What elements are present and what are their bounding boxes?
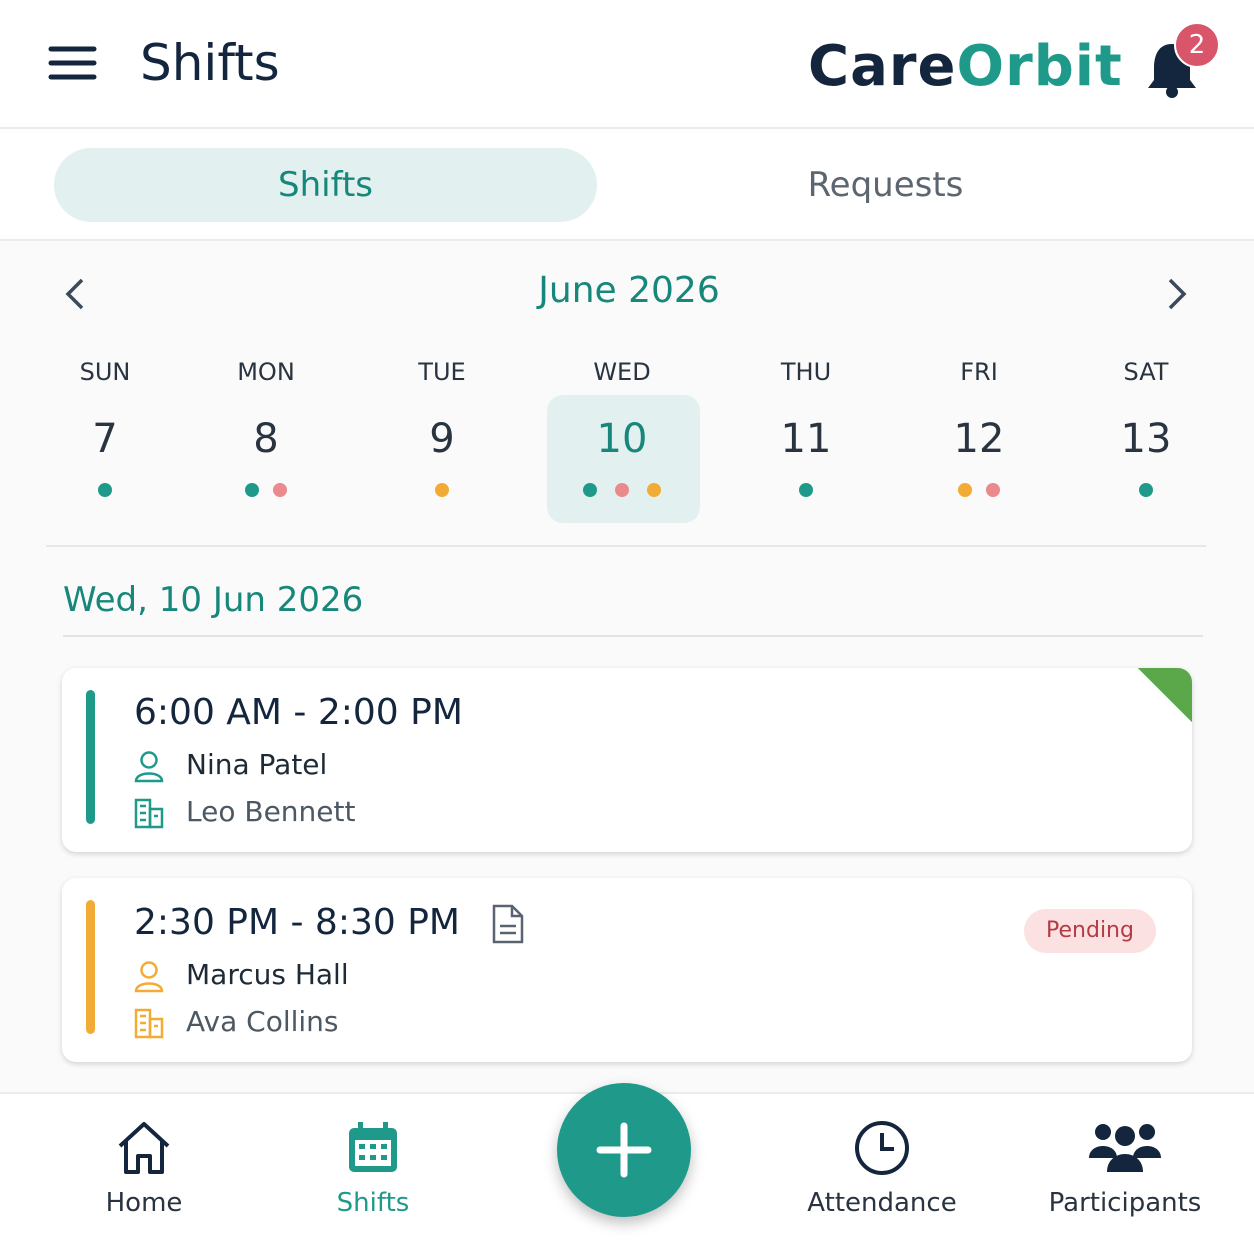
note-icon — [490, 902, 526, 950]
person-icon — [132, 749, 166, 787]
day-number[interactable]: 7 — [92, 416, 118, 462]
day-number[interactable]: 13 — [1120, 416, 1172, 462]
month-label: June 2026 — [538, 270, 720, 311]
divider — [63, 635, 1203, 637]
prev-month[interactable] — [62, 276, 92, 312]
event-dot — [799, 483, 813, 497]
shift-card[interactable]: 2:30 PM - 8:30 PM Pending Marcus Hall Ava C… — [62, 878, 1192, 1062]
participant-name: Ava Collins — [186, 1005, 339, 1038]
status-badge: Pending — [1024, 909, 1156, 953]
worker-name: Nina Patel — [186, 748, 328, 781]
day-name: TUE — [418, 358, 466, 386]
notification-badge: 2 — [1174, 22, 1220, 68]
nav-icon[interactable] — [114, 1118, 174, 1182]
nav-label[interactable]: Attendance — [807, 1188, 957, 1218]
menu-button[interactable] — [48, 44, 98, 84]
event-dot — [245, 483, 259, 497]
status-bar — [86, 900, 95, 1034]
divider — [46, 545, 1206, 547]
day-name: FRI — [960, 358, 998, 386]
logo: CareOrbit — [808, 34, 1123, 99]
shift-card[interactable]: 6:00 AM - 2:00 PM Nina Patel Leo Bennett — [62, 668, 1192, 852]
day-name: WED — [593, 358, 651, 386]
event-dot — [1139, 483, 1153, 497]
day-name: THU — [780, 358, 832, 386]
event-dot — [986, 483, 1000, 497]
day-number[interactable]: 11 — [780, 416, 832, 462]
page-title: Shifts — [140, 34, 280, 92]
add-button[interactable] — [557, 1083, 691, 1217]
nav-label[interactable]: Shifts — [336, 1188, 410, 1218]
day-number[interactable]: 8 — [253, 416, 279, 462]
event-dot — [435, 483, 449, 497]
logo-text: Orbit — [956, 34, 1123, 99]
corner-flag — [1138, 668, 1192, 722]
day-name: MON — [237, 358, 295, 386]
day-number[interactable]: 12 — [953, 416, 1005, 462]
top-bar: Shifts CareOrbit 2 — [0, 0, 1254, 129]
tab[interactable]: Shifts — [54, 148, 597, 222]
event-dot — [273, 483, 287, 497]
person-icon — [132, 959, 166, 997]
day-name: SAT — [1123, 358, 1169, 386]
shift-time: 2:30 PM - 8:30 PM — [134, 902, 460, 943]
logo-text: Care — [808, 34, 957, 99]
nav-label[interactable]: Participants — [1048, 1188, 1202, 1218]
building-icon — [132, 796, 166, 834]
day-heading: Wed, 10 Jun 2026 — [63, 580, 364, 620]
next-month[interactable] — [1162, 276, 1192, 312]
nav-icon[interactable] — [343, 1118, 403, 1182]
event-dot — [958, 483, 972, 497]
shift-time: 6:00 AM - 2:00 PM — [134, 692, 463, 733]
day-number[interactable]: 9 — [429, 416, 455, 462]
event-dot — [98, 483, 112, 497]
event-dot — [583, 483, 597, 497]
day-number[interactable]: 10 — [596, 416, 648, 462]
status-bar — [86, 690, 95, 824]
tab[interactable]: Requests — [807, 165, 964, 205]
selected-day — [547, 395, 700, 523]
nav-icon[interactable] — [1085, 1118, 1165, 1182]
event-dot — [647, 483, 661, 497]
event-dot — [615, 483, 629, 497]
participant-name: Leo Bennett — [186, 795, 356, 828]
worker-name: Marcus Hall — [186, 958, 349, 991]
building-icon — [132, 1006, 166, 1044]
day-name: SUN — [79, 358, 131, 386]
nav-icon[interactable] — [852, 1118, 912, 1182]
tab-bar: Shifts Requests — [0, 129, 1254, 241]
nav-label[interactable]: Home — [105, 1188, 183, 1218]
